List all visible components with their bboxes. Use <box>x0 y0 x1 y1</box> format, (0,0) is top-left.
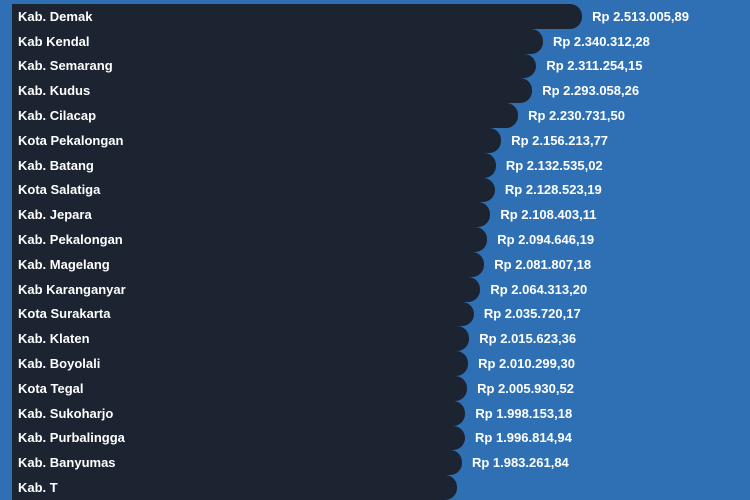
value-label: Rp 1.998.153,18 <box>475 406 572 421</box>
region-label: Kab. Cilacap <box>12 108 96 123</box>
bar-row: Kota Tegal Rp 2.005.930,52 <box>12 376 738 401</box>
value-label: Rp 2.340.312,28 <box>553 34 650 49</box>
bar-track <box>12 351 738 376</box>
bar-row: Kab. Cilacap Rp 2.230.731,50 <box>12 103 738 128</box>
region-label: Kab. T <box>12 480 58 495</box>
bar-track <box>12 326 738 351</box>
bar-row: Kab. T <box>12 475 738 500</box>
value-label: Rp 2.064.313,20 <box>490 282 587 297</box>
value-label: Rp 2.081.807,18 <box>494 257 591 272</box>
region-label: Kab Karanganyar <box>12 282 126 297</box>
region-label: Kab. Semarang <box>12 58 113 73</box>
value-label: Rp 2.311.254,15 <box>546 58 642 73</box>
bar-row: Kab. Semarang Rp 2.311.254,15 <box>12 54 738 79</box>
value-label: Rp 2.293.058,26 <box>542 83 639 98</box>
bar-track <box>12 252 738 277</box>
region-label: Kab. Purbalingga <box>12 430 125 445</box>
bar-row: Kab. Banyumas Rp 1.983.261,84 <box>12 450 738 475</box>
bar-row: Kab. Boyolali Rp 2.010.299,30 <box>12 351 738 376</box>
region-label: Kab. Sukoharjo <box>12 406 113 421</box>
value-label: Rp 2.005.930,52 <box>477 381 574 396</box>
value-label: Rp 2.035.720,17 <box>484 306 581 321</box>
bar-row: Kota Salatiga Rp 2.128.523,19 <box>12 178 738 203</box>
bar-row: Kab. Pekalongan Rp 2.094.646,19 <box>12 227 738 252</box>
bar-track <box>12 178 738 203</box>
bar-row: Kab. Demak Rp 2.513.005,89 <box>12 4 738 29</box>
bar-track <box>12 376 738 401</box>
bar-fill <box>12 475 457 500</box>
region-label: Kota Surakarta <box>12 306 110 321</box>
value-label: Rp 2.108.403,11 <box>500 207 596 222</box>
bar-track <box>12 103 738 128</box>
bar-track <box>12 450 738 475</box>
value-label: Rp 2.010.299,30 <box>478 356 575 371</box>
value-label: Rp 2.230.731,50 <box>528 108 625 123</box>
bar-row: Kab. Jepara Rp 2.108.403,11 <box>12 202 738 227</box>
bar-row: Kab Kendal Rp 2.340.312,28 <box>12 29 738 54</box>
value-label: Rp 1.983.261,84 <box>472 455 569 470</box>
region-label: Kab. Boyolali <box>12 356 100 371</box>
region-label: Kab. Magelang <box>12 257 110 272</box>
bar-track <box>12 475 738 500</box>
region-label: Kab Kendal <box>12 34 90 49</box>
bar-fill <box>12 29 543 54</box>
bar-track <box>12 401 738 426</box>
region-label: Kota Pekalongan <box>12 133 123 148</box>
region-label: Kota Tegal <box>12 381 84 396</box>
bar-row: Kab. Kudus Rp 2.293.058,26 <box>12 78 738 103</box>
bar-fill <box>12 4 582 29</box>
bar-track <box>12 202 738 227</box>
region-label: Kab. Banyumas <box>12 455 116 470</box>
value-label: Rp 2.094.646,19 <box>497 232 594 247</box>
bar-row: Kota Surakarta Rp 2.035.720,17 <box>12 302 738 327</box>
value-label: Rp 2.156.213,77 <box>511 133 608 148</box>
value-label: Rp 2.015.623,36 <box>479 331 576 346</box>
region-label: Kab. Jepara <box>12 207 92 222</box>
value-label: Rp 2.132.535,02 <box>506 158 603 173</box>
value-label: Rp 2.513.005,89 <box>592 9 689 24</box>
bar-row: Kab Karanganyar Rp 2.064.313,20 <box>12 277 738 302</box>
region-label: Kab. Pekalongan <box>12 232 123 247</box>
bar-row: Kab. Sukoharjo Rp 1.998.153,18 <box>12 401 738 426</box>
bar-track <box>12 153 738 178</box>
region-label: Kab. Kudus <box>12 83 90 98</box>
bar-row: Kab. Klaten Rp 2.015.623,36 <box>12 326 738 351</box>
bar-track <box>12 302 738 327</box>
value-label: Rp 1.996.814,94 <box>475 430 572 445</box>
bar-row: Kab. Batang Rp 2.132.535,02 <box>12 153 738 178</box>
region-label: Kota Salatiga <box>12 182 100 197</box>
region-label: Kab. Klaten <box>12 331 90 346</box>
bar-row: Kab. Magelang Rp 2.081.807,18 <box>12 252 738 277</box>
bar-row: Kab. Purbalingga Rp 1.996.814,94 <box>12 426 738 451</box>
bar-row: Kota Pekalongan Rp 2.156.213,77 <box>12 128 738 153</box>
region-label: Kab. Demak <box>12 9 92 24</box>
value-label: Rp 2.128.523,19 <box>505 182 602 197</box>
wage-bar-chart: Kab. Demak Rp 2.513.005,89 Kab Kendal Rp 2.… <box>0 0 750 500</box>
region-label: Kab. Batang <box>12 158 94 173</box>
